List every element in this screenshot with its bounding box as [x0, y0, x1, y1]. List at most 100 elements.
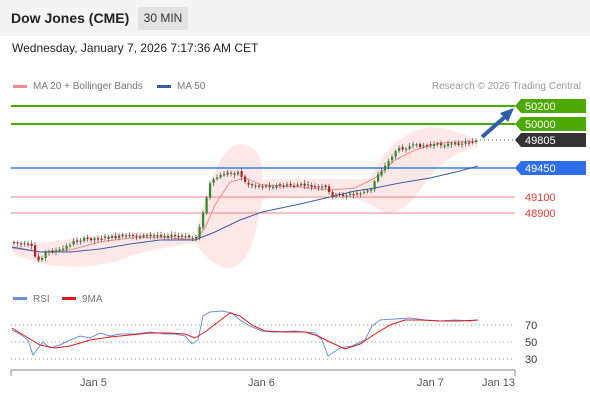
candle [34, 245, 37, 257]
label-49100: 49100 [525, 192, 556, 204]
candle [135, 235, 138, 237]
timeframe-button[interactable]: 30 MIN [138, 7, 188, 30]
candle [51, 250, 54, 253]
rsi-label: RSI [33, 294, 50, 305]
candle [380, 170, 383, 176]
candle [408, 146, 411, 149]
ma50-swatch [157, 84, 171, 88]
candle [310, 185, 313, 188]
candle [265, 185, 268, 187]
tag-49450: 49450 [515, 161, 586, 175]
tag-49805-label: 49805 [525, 135, 556, 147]
ma20-label: MA 20 + Bollinger Bands [33, 81, 143, 92]
candle [412, 144, 415, 146]
candle [471, 141, 474, 143]
rsi-ma-swatch [62, 297, 76, 300]
candle [153, 234, 156, 237]
candle [223, 174, 226, 176]
candlestick-series [13, 138, 478, 263]
candle [125, 235, 128, 237]
candle [296, 184, 299, 186]
candle [321, 186, 324, 188]
candle [216, 177, 219, 179]
timestamp: Wednesday, January 7, 2026 7:17:36 AM CE… [12, 41, 259, 55]
legend-ma50: MA 50 [157, 81, 205, 92]
candle [450, 143, 453, 145]
candle [191, 237, 194, 239]
candle [426, 145, 429, 147]
candle [16, 242, 19, 244]
x-label-jan13: Jan 13 [482, 377, 516, 389]
candle [279, 184, 282, 186]
candle [454, 142, 457, 145]
projection-arrow-head [500, 108, 514, 122]
candle [436, 143, 439, 145]
candle [195, 237, 198, 239]
candle [55, 250, 58, 253]
candle [415, 144, 418, 146]
candle [251, 184, 254, 186]
candle [352, 193, 355, 196]
candle [282, 185, 285, 187]
candle [363, 191, 366, 193]
candle [69, 245, 72, 247]
rsi-ma-line [11, 312, 479, 350]
rsi-line [11, 310, 479, 357]
candle [114, 235, 117, 239]
candle [174, 234, 177, 237]
candle [461, 143, 464, 145]
rsi-level-50: 50 [525, 337, 537, 349]
candle [366, 190, 369, 192]
candle [307, 184, 310, 186]
candle [272, 186, 275, 189]
candle [433, 144, 436, 147]
candle [398, 147, 401, 151]
candle [289, 183, 292, 186]
tag-50200: 50200 [515, 99, 586, 113]
candle [303, 183, 306, 186]
candle [275, 185, 278, 188]
candle [226, 172, 229, 175]
candle [198, 226, 201, 239]
candle [62, 248, 65, 250]
tag-49805: 49805 [515, 133, 586, 147]
candle [447, 143, 450, 146]
candle [90, 238, 93, 241]
candle [384, 165, 387, 171]
legend-ma20: MA 20 + Bollinger Bands [13, 81, 143, 92]
rsi-ma-label: 9MA [82, 294, 103, 305]
candle [212, 179, 215, 183]
candle [83, 237, 86, 241]
instrument-title: Dow Jones (CME) [11, 10, 130, 26]
candle [23, 243, 26, 245]
candle [391, 156, 394, 161]
candle [44, 252, 47, 258]
candle [468, 142, 471, 144]
tag-50200-label: 50200 [525, 101, 556, 113]
candle [377, 174, 380, 182]
candle [356, 193, 359, 195]
bollinger-band [12, 127, 478, 269]
candle [373, 181, 376, 190]
candle [237, 171, 240, 175]
candle [314, 186, 317, 188]
candle [419, 143, 422, 148]
candle [93, 238, 96, 241]
tag-49450-label: 49450 [525, 163, 556, 175]
candle [118, 235, 121, 239]
candle [167, 235, 170, 238]
rsi-level-70: 70 [525, 320, 537, 332]
candle [48, 251, 51, 253]
credit-text: Research © 2026 Trading Central [431, 81, 581, 92]
candle [142, 235, 145, 237]
candle [79, 240, 82, 242]
candle [338, 193, 341, 195]
rsi-level-30: 30 [525, 354, 537, 366]
candle [111, 235, 114, 238]
candle [254, 185, 257, 187]
candle [177, 235, 180, 238]
candle [240, 171, 243, 177]
candle [139, 236, 142, 238]
candle [331, 192, 334, 198]
